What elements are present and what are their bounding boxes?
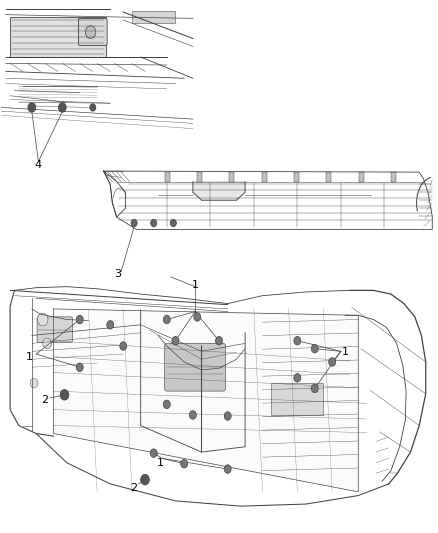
Circle shape bbox=[76, 363, 83, 372]
Text: 1: 1 bbox=[157, 458, 164, 467]
Bar bbox=[165, 172, 170, 182]
Circle shape bbox=[181, 459, 187, 468]
Text: 1: 1 bbox=[26, 352, 33, 361]
Circle shape bbox=[131, 219, 137, 227]
Circle shape bbox=[224, 412, 231, 420]
Circle shape bbox=[58, 103, 66, 112]
Circle shape bbox=[311, 384, 318, 393]
Circle shape bbox=[151, 219, 157, 227]
Circle shape bbox=[215, 336, 223, 345]
Text: 3: 3 bbox=[114, 270, 121, 279]
FancyBboxPatch shape bbox=[37, 317, 72, 342]
Circle shape bbox=[311, 344, 318, 353]
Bar bbox=[197, 172, 202, 182]
Bar bbox=[271, 383, 323, 415]
Circle shape bbox=[30, 378, 38, 388]
Circle shape bbox=[224, 465, 231, 473]
Bar bbox=[326, 172, 332, 182]
Circle shape bbox=[107, 320, 114, 329]
Polygon shape bbox=[193, 182, 245, 200]
Text: 1: 1 bbox=[191, 280, 198, 290]
Circle shape bbox=[170, 219, 177, 227]
Circle shape bbox=[76, 316, 83, 324]
Circle shape bbox=[294, 336, 301, 345]
Circle shape bbox=[163, 400, 170, 409]
FancyBboxPatch shape bbox=[132, 11, 176, 22]
Circle shape bbox=[63, 393, 66, 397]
Bar bbox=[261, 172, 267, 182]
Bar bbox=[391, 172, 396, 182]
Circle shape bbox=[60, 390, 69, 400]
Circle shape bbox=[172, 336, 179, 345]
Circle shape bbox=[43, 338, 51, 349]
Circle shape bbox=[85, 26, 96, 38]
Circle shape bbox=[143, 478, 147, 482]
Bar bbox=[294, 172, 299, 182]
Bar bbox=[359, 172, 364, 182]
Circle shape bbox=[120, 342, 127, 350]
Text: 2: 2 bbox=[130, 482, 137, 492]
Bar bbox=[229, 172, 234, 182]
Text: 4: 4 bbox=[35, 160, 42, 169]
Bar bbox=[10, 17, 106, 57]
Circle shape bbox=[90, 104, 96, 111]
Circle shape bbox=[328, 358, 336, 366]
Circle shape bbox=[163, 316, 170, 324]
Polygon shape bbox=[53, 309, 358, 492]
Circle shape bbox=[189, 411, 196, 419]
Text: 2: 2 bbox=[41, 395, 49, 405]
Text: 1: 1 bbox=[342, 348, 349, 358]
FancyBboxPatch shape bbox=[78, 18, 107, 45]
Circle shape bbox=[150, 449, 157, 457]
Circle shape bbox=[141, 474, 149, 485]
Circle shape bbox=[28, 103, 36, 112]
Circle shape bbox=[38, 313, 48, 326]
Circle shape bbox=[194, 313, 201, 321]
Circle shape bbox=[294, 374, 301, 382]
FancyBboxPatch shape bbox=[165, 343, 226, 391]
